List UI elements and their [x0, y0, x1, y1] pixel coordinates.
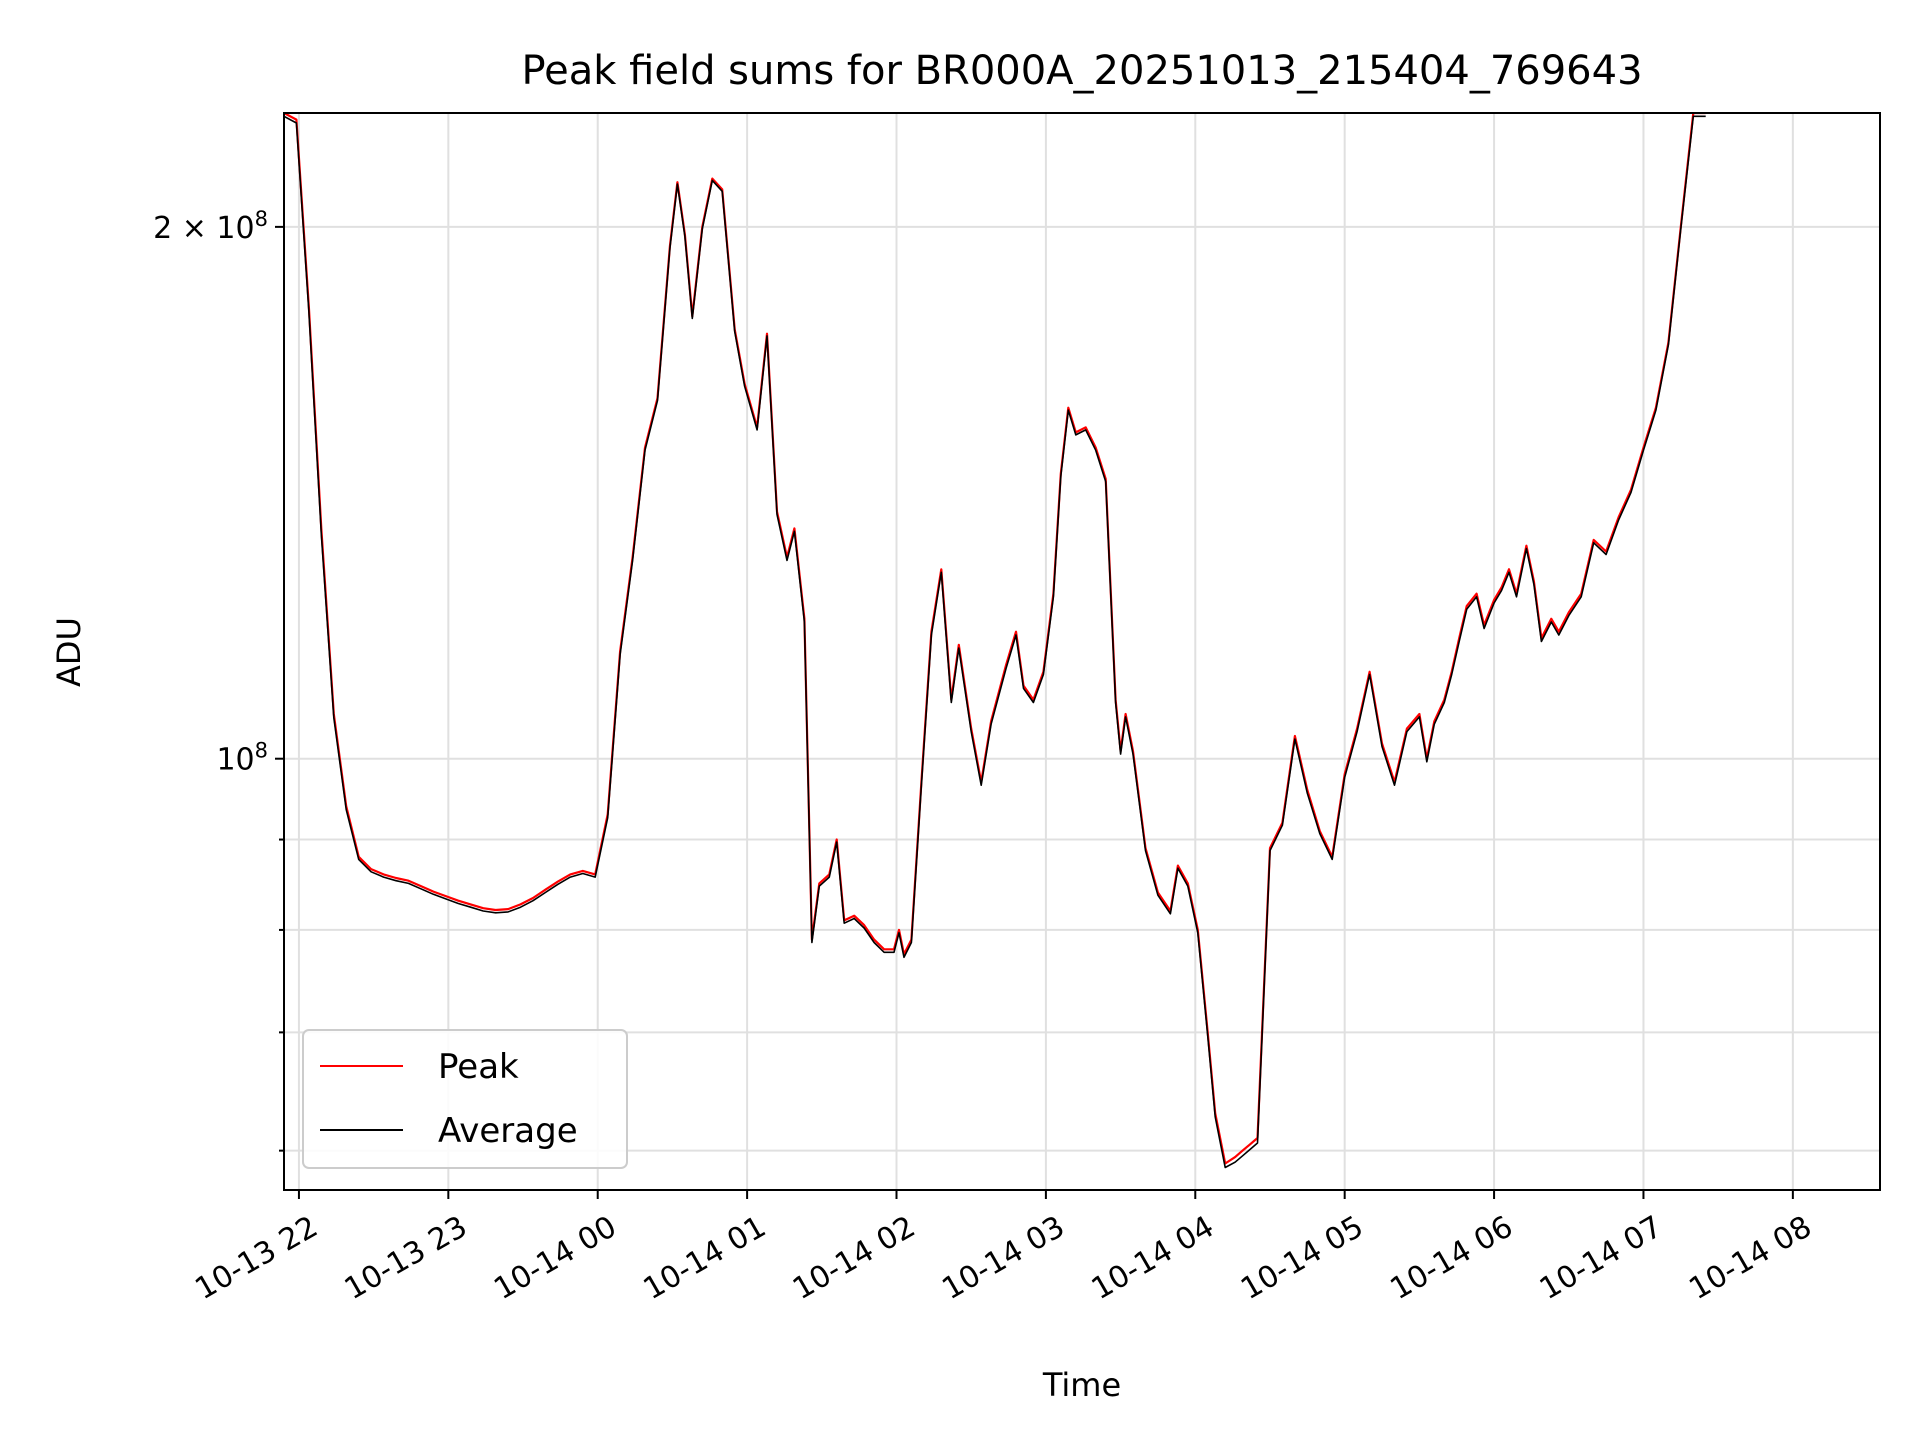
y-axis: 108 2 × 108: [153, 207, 284, 1152]
legend-average-label: Average: [438, 1111, 578, 1151]
grid: [284, 113, 1880, 1190]
y-axis-title: ADU: [50, 617, 88, 687]
series-lines: [284, 113, 1706, 1169]
plot-frame: [283, 112, 1881, 1191]
series-line-average: [284, 115, 1706, 1169]
y-tick-label: 108: [216, 739, 268, 778]
x-axis-title: Time: [1042, 1366, 1121, 1404]
legend: Peak Average: [302, 1029, 628, 1169]
legend-peak-label: Peak: [438, 1047, 519, 1087]
chart-title: Peak field sums for BR000A_20251013_2154…: [521, 48, 1642, 94]
y-tick-label: 2 × 108: [153, 207, 268, 246]
legend-box: [302, 1029, 628, 1169]
